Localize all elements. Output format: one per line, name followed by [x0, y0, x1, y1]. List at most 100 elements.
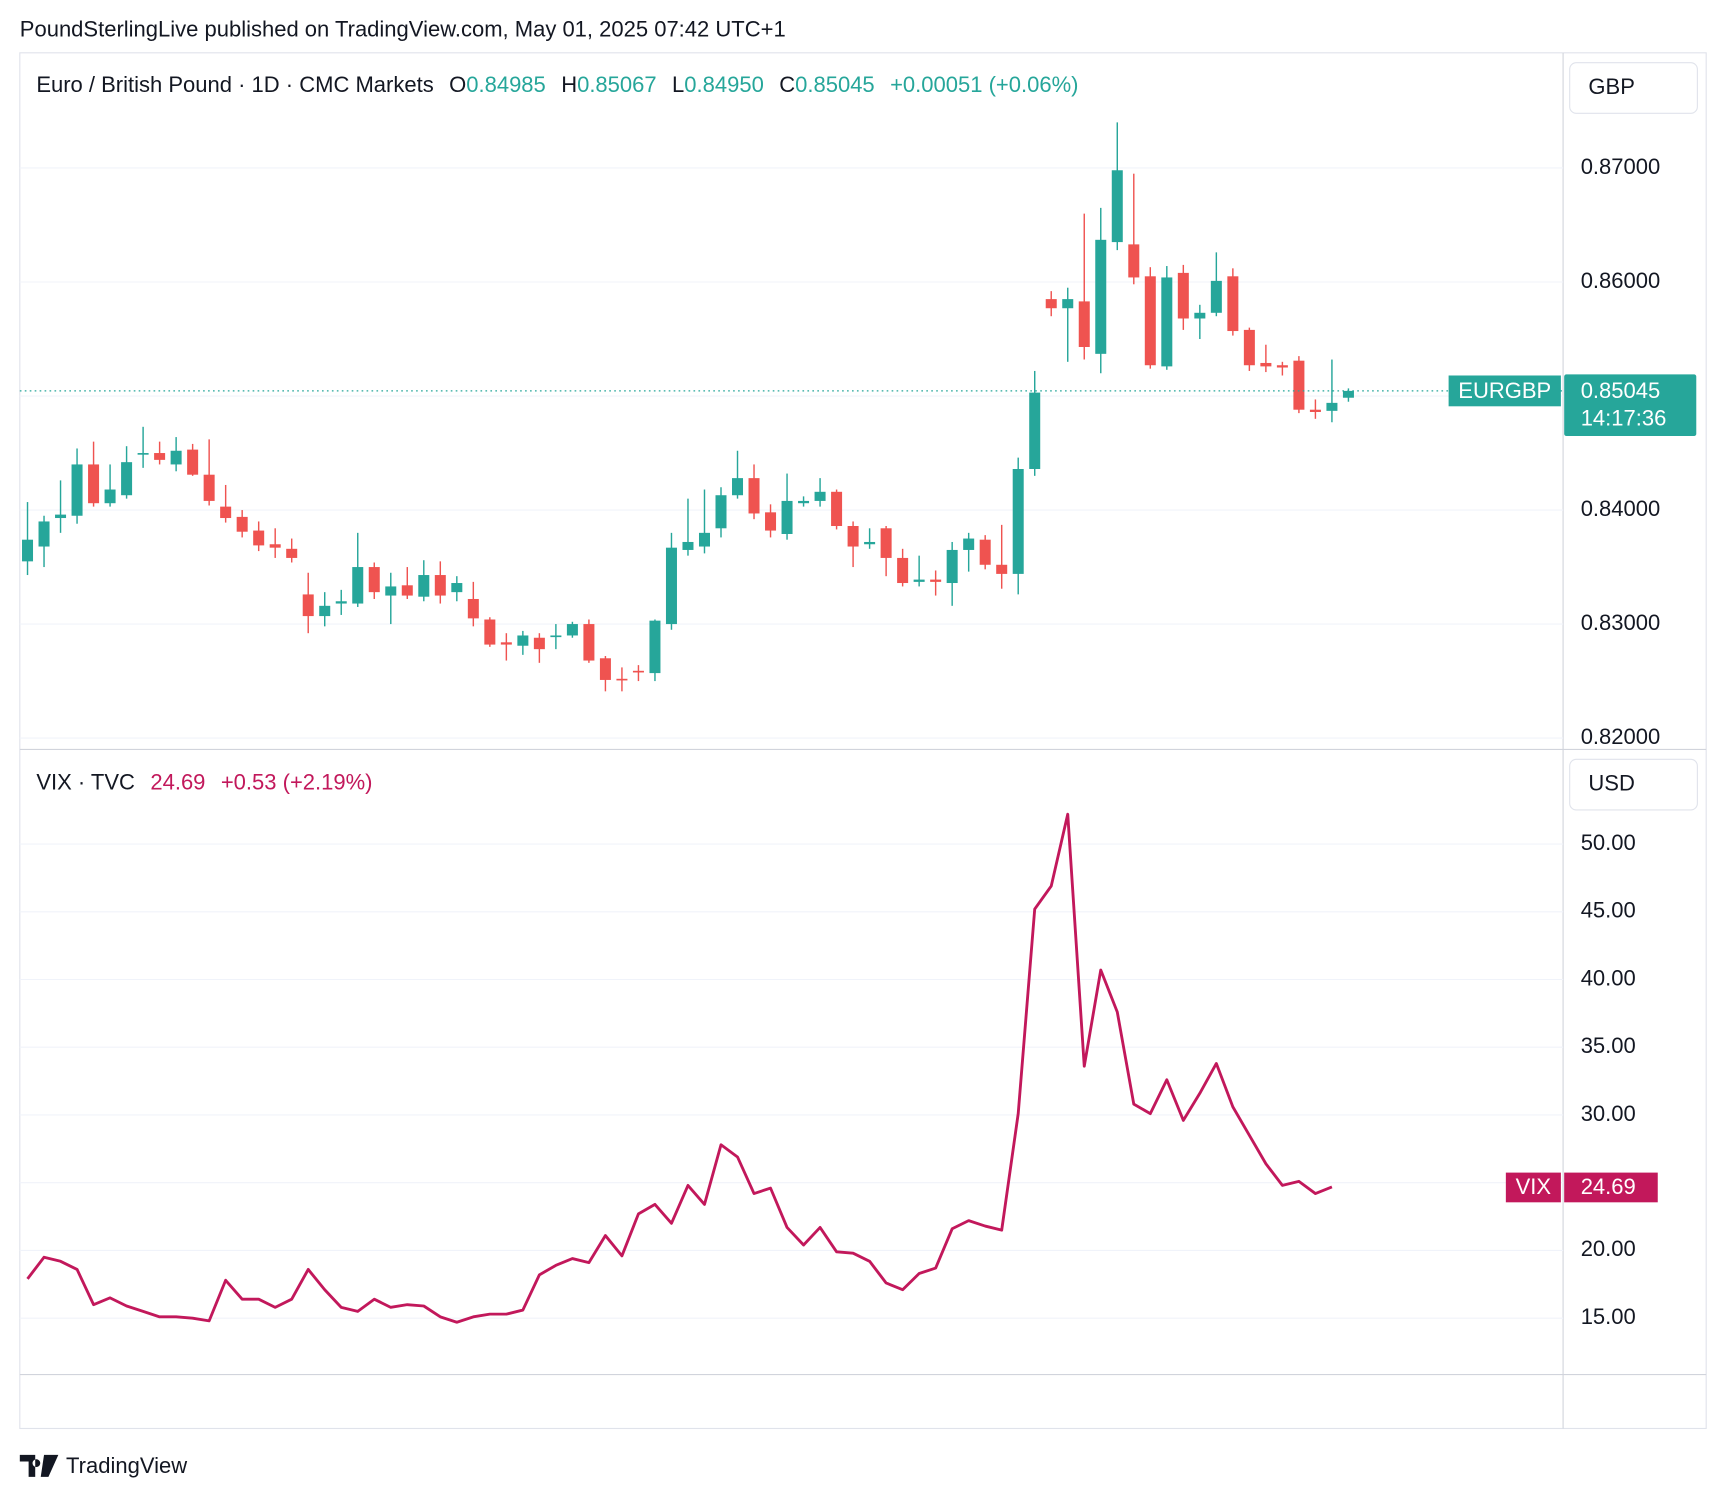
candle-body [187, 449, 199, 475]
y-tick-label: 20.00 [1581, 1236, 1636, 1261]
l-label: L [672, 72, 684, 97]
symbol-label: EURGBP [1458, 378, 1551, 403]
candle-body [913, 579, 925, 582]
candle-body [682, 541, 694, 550]
candle-body [599, 658, 611, 680]
price-label-bg [1564, 1172, 1658, 1203]
candle-body [847, 526, 859, 547]
candle-body [665, 547, 677, 625]
candle-body [1194, 312, 1206, 319]
candle-body [104, 489, 116, 504]
candle-body [170, 450, 182, 465]
candle-body [418, 575, 430, 597]
y-tick-label: 50.00 [1581, 830, 1636, 855]
y-tick-label: 15.00 [1581, 1304, 1636, 1329]
h-value: 0.85067 [577, 72, 657, 97]
candle-body [632, 670, 644, 673]
candle-body [566, 624, 578, 636]
c-label: C [779, 72, 795, 97]
symbol-label: VIX [1516, 1174, 1552, 1199]
candle-body [930, 579, 942, 582]
candle-body [88, 464, 100, 504]
candle-body [368, 567, 380, 593]
candle-body [1111, 170, 1123, 243]
price-label: 0.85045 [1581, 378, 1661, 403]
y-tick-label: 40.00 [1581, 965, 1636, 990]
candle-body [963, 538, 975, 550]
candle-body [649, 620, 661, 674]
candle-body [996, 564, 1008, 574]
candle-body [1177, 272, 1189, 319]
candle-body [814, 491, 826, 501]
candle-body [864, 541, 876, 545]
symbol-title: Euro / British Pound · 1D · CMC Markets [36, 72, 433, 97]
candle-body [1144, 276, 1156, 366]
currency-button[interactable] [1569, 62, 1698, 114]
candle-body [137, 453, 149, 455]
candle-body [765, 512, 777, 531]
candle-body [1243, 329, 1255, 366]
candle-body [583, 624, 595, 661]
tradingview-logo: TradingView [19, 1453, 187, 1478]
candle-body [1062, 299, 1074, 309]
candle-body [946, 549, 958, 584]
candle-body [1029, 392, 1041, 469]
candle-body [979, 539, 991, 565]
currency[interactable]: GBP [1588, 74, 1634, 99]
candle-body [1260, 362, 1272, 367]
candle-body [55, 514, 67, 519]
candle-body [302, 594, 314, 617]
y-tick-label: 0.83000 [1581, 610, 1661, 635]
change: +0.00051 (+0.06%) [890, 72, 1078, 97]
publisher: PoundSterlingLive published on TradingVi… [20, 17, 786, 42]
candle-body [269, 544, 281, 548]
candle-body [798, 500, 810, 504]
currency-button[interactable] [1569, 758, 1698, 811]
candle-body [220, 506, 232, 519]
candle-body [467, 598, 479, 619]
last-value: 24.69 [150, 769, 205, 794]
candle-body [22, 539, 34, 562]
candle-body [831, 491, 843, 527]
frame [19, 52, 1707, 1430]
candle-body [335, 601, 347, 604]
price-label: 24.69 [1581, 1174, 1636, 1199]
brand: TradingView [66, 1453, 187, 1478]
candle-body [38, 521, 50, 547]
currency[interactable]: USD [1588, 770, 1634, 795]
candle-body [154, 453, 166, 460]
candle-body [1227, 276, 1239, 332]
y-tick-label: 30.00 [1581, 1101, 1636, 1126]
candle-body [1128, 244, 1140, 278]
candle-body [451, 583, 463, 593]
countdown-label: 14:17:36 [1581, 405, 1667, 430]
o-value: 0.84985 [466, 72, 546, 97]
candle-body [1012, 468, 1024, 574]
candle-body [71, 464, 83, 516]
o-label: O [449, 72, 466, 97]
y-tick-label: 0.87000 [1581, 154, 1661, 179]
candle-body [1276, 365, 1288, 368]
c-value: 0.85045 [795, 72, 875, 97]
h-label: H [561, 72, 577, 97]
candle-body [1095, 239, 1107, 354]
candle-body [1309, 409, 1321, 412]
symbol-title: VIX · TVC [36, 769, 135, 794]
candle-body [732, 478, 744, 496]
y-tick-label: 0.84000 [1581, 496, 1661, 521]
candle-body [203, 474, 215, 501]
candle-body [781, 500, 793, 534]
candle-body [517, 635, 529, 646]
candle-body [1078, 301, 1090, 347]
candle-body [1326, 402, 1338, 411]
candle-body [616, 678, 628, 681]
symbol-label-bg [1448, 375, 1561, 407]
candle-body [286, 548, 298, 558]
candle-body [1210, 280, 1222, 313]
candle-body [434, 575, 446, 596]
candle-body [401, 585, 413, 596]
candle-body [880, 528, 892, 558]
legend-vix: VIX · TVC 24.69 +0.53 (+2.19%) [36, 769, 372, 794]
symbol-label-bg [1505, 1172, 1561, 1203]
